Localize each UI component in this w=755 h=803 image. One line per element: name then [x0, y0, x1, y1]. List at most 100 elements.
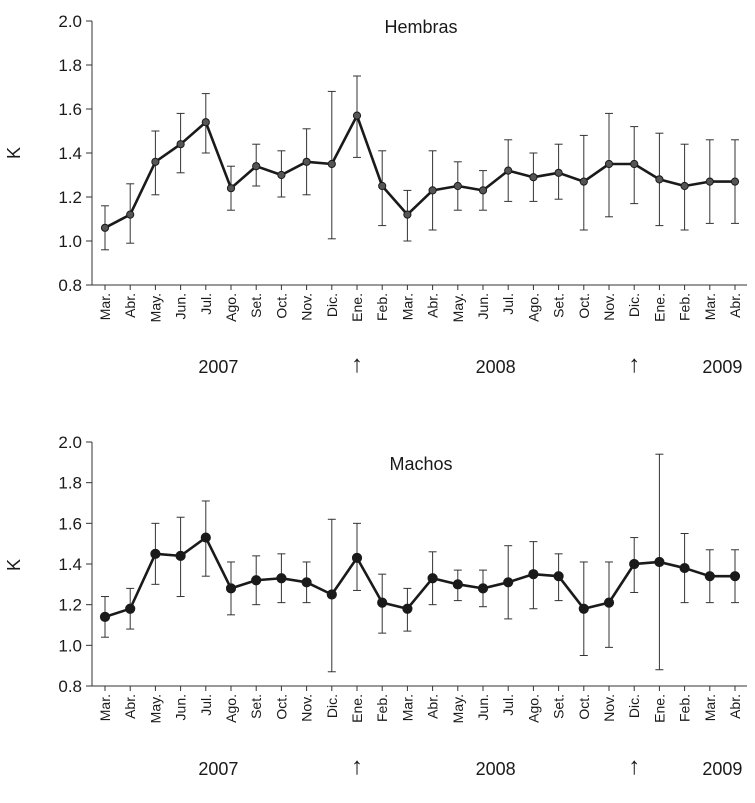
year-change-arrow-icon: ↑ [351, 351, 363, 378]
year-label: 2008 [476, 357, 516, 377]
x-tick-label: Ene. [651, 293, 667, 322]
x-tick-label: Abr. [727, 293, 743, 318]
x-tick-label: Ene. [349, 293, 365, 322]
x-tick-label: Jun. [173, 293, 189, 319]
x-tick-label: Abr. [122, 694, 138, 719]
x-tick-label: Abr. [122, 293, 138, 318]
data-point [378, 181, 387, 191]
data-point [578, 603, 589, 614]
data-point [125, 603, 136, 614]
x-tick-label: Nov. [299, 293, 315, 321]
x-tick-label: Jul. [198, 293, 214, 315]
year-change-arrow-icon: ↑ [628, 753, 640, 780]
year-label: 2008 [476, 759, 516, 779]
data-point [603, 597, 615, 608]
y-tick-label: 1.2 [58, 188, 82, 207]
chart-machos: 0.8 1.0 1.2 1.4 1.6 1.8 2.0 K Machos Mar. Abr. May.… [4, 433, 747, 780]
year-change-arrow-icon: ↑ [628, 351, 640, 378]
x-tick-label: Ene. [651, 694, 667, 723]
y-tick-label: 1.0 [58, 232, 82, 251]
data-point [276, 573, 287, 584]
series-line [104, 536, 735, 619]
chart-title: Hembras [384, 17, 457, 37]
y-tick-label: 0.8 [58, 677, 82, 696]
data-point [680, 181, 689, 191]
y-tick-label: 1.6 [58, 100, 82, 119]
data-point [352, 111, 362, 120]
data-point [529, 173, 538, 182]
data-point [302, 157, 311, 166]
data-point [327, 159, 336, 169]
year-label: 2009 [702, 759, 742, 779]
y-tick-label: 1.8 [58, 56, 82, 75]
data-point [200, 532, 211, 543]
data-point [528, 569, 539, 580]
x-tick-label: Mar. [702, 694, 718, 721]
year-label: 2007 [198, 759, 238, 779]
x-tick-label: Ago. [525, 293, 541, 322]
data-point [654, 556, 665, 568]
x-tick-label: Mar. [702, 293, 718, 320]
y-tick-label: 1.2 [58, 596, 82, 615]
data-point [150, 548, 161, 559]
data-point [655, 175, 664, 184]
x-tick-label: Abr. [425, 694, 441, 719]
x-tick-label: Mar. [399, 694, 415, 721]
x-tick-label: Abr. [727, 694, 743, 719]
y-tick-label: 2.0 [58, 12, 82, 31]
y-tick-label: 2.0 [58, 433, 82, 452]
data-point [251, 575, 262, 586]
data-point [225, 583, 237, 594]
data-point [126, 210, 135, 219]
data-point [277, 170, 286, 180]
data-point [477, 583, 489, 594]
y-tick-label: 1.4 [58, 144, 82, 163]
x-tick-label: Jul. [500, 694, 516, 716]
x-tick-label: Feb. [374, 293, 390, 321]
y-tick-label: 1.0 [58, 636, 82, 655]
data-point [100, 223, 110, 232]
x-tick-label: Mar. [97, 293, 113, 320]
x-tick-label: Jun. [475, 694, 491, 720]
y-axis-label: K [4, 559, 24, 571]
data-point [453, 181, 462, 191]
series-line [104, 114, 735, 229]
y-tick-label: 0.8 [58, 276, 82, 295]
x-tick-label: Jul. [198, 694, 214, 716]
x-tick-label: Oct. [576, 293, 592, 319]
data-point [351, 552, 363, 563]
x-tick-label: Ago. [223, 293, 239, 322]
x-tick-label: Nov. [601, 694, 617, 722]
x-tick-label: May. [147, 293, 163, 322]
data-point [679, 562, 690, 574]
data-point [629, 558, 640, 570]
data-point [554, 168, 563, 177]
data-point [99, 611, 111, 622]
y-axis-label: K [4, 147, 24, 159]
x-tick-label: Set. [551, 293, 567, 318]
data-point [301, 577, 312, 588]
x-tick-label: May. [450, 293, 466, 322]
year-label: 2007 [198, 357, 238, 377]
x-tick-label: Feb. [677, 293, 693, 321]
data-point [402, 603, 413, 614]
data-point [176, 140, 185, 149]
x-tick-label: Ago. [525, 694, 541, 723]
year-label: 2009 [702, 357, 742, 377]
data-point [553, 571, 564, 582]
data-point [151, 157, 160, 166]
x-tick-label: Oct. [576, 694, 592, 720]
chart-hembras: 0.8 1.0 1.2 1.4 1.6 1.8 2.0 K Hembras Mar. Abr. May… [4, 12, 747, 378]
y-tick-label: 1.8 [58, 474, 82, 493]
data-point [428, 186, 437, 195]
x-tick-label: Abr. [425, 293, 441, 318]
x-tick-label: Mar. [399, 293, 415, 320]
data-point [730, 177, 740, 186]
x-tick-label: Dic. [324, 293, 340, 317]
x-tick-label: Oct. [273, 694, 289, 720]
x-tick-label: Jul. [500, 293, 516, 315]
x-tick-label: Nov. [601, 293, 617, 321]
data-point [630, 159, 639, 169]
x-tick-label: Dic. [324, 694, 340, 718]
x-tick-label: May. [147, 694, 163, 723]
